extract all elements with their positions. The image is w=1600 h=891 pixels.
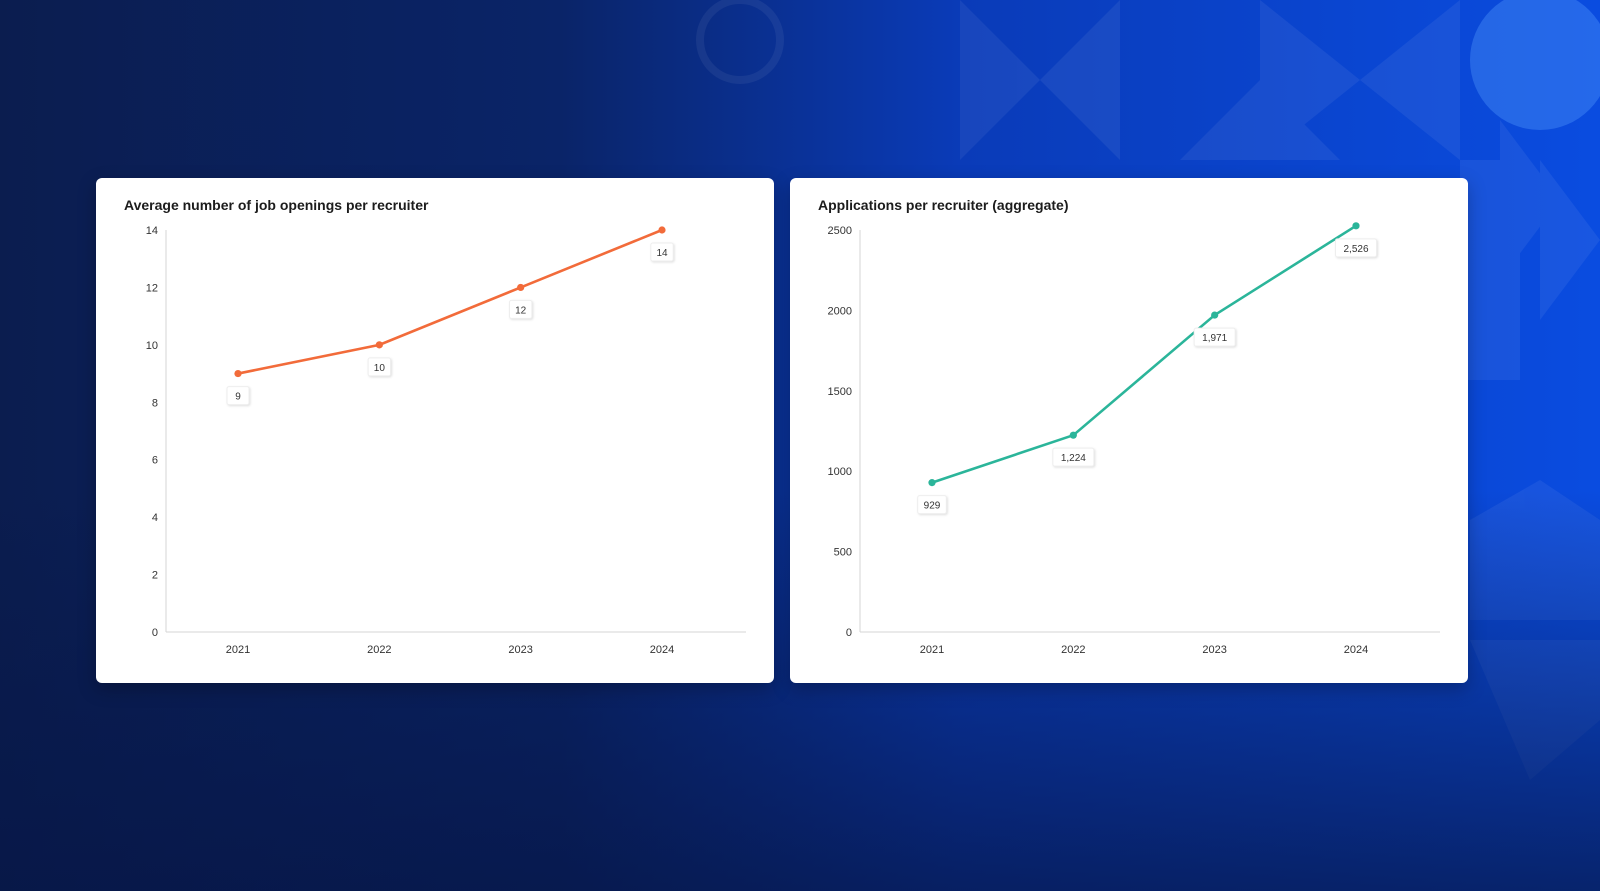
data-label-box — [917, 495, 947, 515]
data-label: 10 — [374, 363, 386, 374]
x-tick-label: 2024 — [650, 644, 674, 656]
y-tick-label: 6 — [152, 455, 158, 467]
x-tick-label: 2023 — [1202, 644, 1226, 656]
chart-title: Average number of job openings per recru… — [124, 197, 429, 213]
data-point — [234, 369, 242, 378]
y-tick-label: 2000 — [828, 305, 852, 317]
data-label: 1,224 — [1061, 453, 1086, 464]
data-label-box — [1193, 327, 1236, 347]
y-tick-label: 500 — [834, 547, 852, 559]
y-tick-label: 0 — [152, 627, 158, 639]
y-tick-label: 14 — [146, 225, 158, 237]
data-point — [375, 341, 383, 349]
y-tick-label: 2500 — [828, 225, 852, 237]
x-tick-label: 2021 — [920, 644, 944, 656]
data-label: 14 — [656, 248, 668, 259]
y-tick-label: 8 — [152, 397, 158, 409]
x-tick-label: 2021 — [226, 644, 250, 656]
line-chart-applications: 0 500 1000 1500 2000 2500 2021 2022 2023 2024 929 1… — [828, 222, 1440, 656]
chart-title: Applications per recruiter (aggregate) — [818, 197, 1069, 213]
data-label: 12 — [515, 305, 527, 316]
y-tick-label: 2 — [152, 570, 158, 582]
y-tick-label: 1500 — [828, 386, 852, 398]
series-line — [236, 228, 664, 375]
data-point — [1352, 222, 1360, 230]
x-tick-label: 2022 — [367, 644, 391, 656]
data-label-box — [1335, 238, 1377, 258]
y-tick-label: 1000 — [828, 466, 852, 478]
y-tick-label: 12 — [146, 282, 158, 294]
data-label-box — [367, 357, 392, 377]
chart-card-applications: Applications per recruiter (aggregate) 0… — [790, 178, 1468, 683]
data-point — [658, 226, 666, 234]
data-label: 2,526 — [1343, 244, 1368, 255]
x-tick-label: 2024 — [1344, 644, 1368, 656]
data-label-box — [226, 386, 250, 406]
x-tick-label: 2023 — [508, 644, 532, 656]
line-chart-job-openings: 0 2 4 6 8 10 12 14 2021 2022 2023 2024 9 10 12 14 — [146, 225, 746, 656]
chart-card-job-openings: Average number of job openings per recru… — [96, 178, 774, 683]
y-tick-label: 10 — [146, 340, 158, 352]
data-point — [517, 283, 525, 292]
data-point — [1211, 311, 1219, 319]
data-label: 1,971 — [1202, 333, 1227, 344]
data-point — [928, 479, 936, 487]
data-label-box — [508, 299, 533, 319]
data-label: 9 — [235, 392, 241, 403]
data-label-box — [1052, 447, 1095, 467]
y-tick-label: 0 — [846, 627, 852, 639]
series-line — [930, 224, 1358, 484]
data-label: 929 — [924, 501, 941, 512]
data-point — [1069, 431, 1077, 439]
x-tick-label: 2022 — [1061, 644, 1085, 656]
data-label-box — [650, 242, 674, 262]
y-tick-label: 4 — [152, 512, 158, 524]
